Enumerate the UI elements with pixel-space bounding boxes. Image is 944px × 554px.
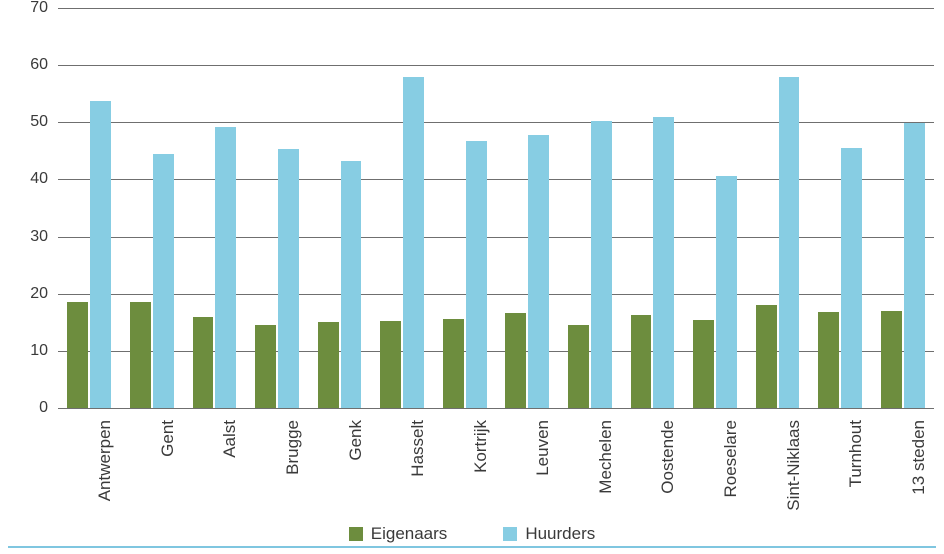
gridline	[58, 351, 934, 352]
y-tick-label: 10	[0, 342, 48, 360]
bar	[881, 311, 902, 408]
bar	[716, 176, 737, 408]
bar-chart: 0 10 20 30 40 50 60 70 Antwerpen Gent Aalst Brugge…	[0, 0, 944, 554]
gridline	[58, 8, 934, 9]
x-tick-label: Oostende	[658, 420, 678, 494]
bar	[215, 127, 236, 408]
bar	[904, 123, 925, 408]
x-tick-label: 13 steden	[909, 420, 929, 495]
bar	[505, 313, 526, 408]
x-tick-label: Gent	[158, 420, 178, 457]
bar	[528, 135, 549, 408]
bar	[568, 325, 589, 408]
x-tick-label: Mechelen	[596, 420, 616, 494]
x-tick-label: Antwerpen	[95, 420, 115, 501]
x-tick-label: Kortrijk	[471, 420, 491, 473]
legend: Eigenaars Huurders	[0, 524, 944, 546]
bar	[653, 117, 674, 408]
plot-area	[58, 8, 934, 408]
y-tick-label: 0	[0, 399, 48, 417]
bar	[631, 315, 652, 408]
bar	[693, 320, 714, 408]
bar	[90, 101, 111, 408]
x-tick-label: Genk	[346, 420, 366, 461]
x-tick-label: Leuven	[533, 420, 553, 476]
bar	[130, 302, 151, 408]
bar	[153, 154, 174, 408]
bar	[841, 148, 862, 408]
gridline	[58, 237, 934, 238]
x-tick-label: Aalst	[220, 420, 240, 458]
y-tick-label: 40	[0, 170, 48, 188]
legend-label: Huurders	[525, 524, 595, 544]
bar	[255, 325, 276, 408]
bar	[341, 161, 362, 408]
bar	[318, 322, 339, 408]
y-tick-label: 70	[0, 0, 48, 17]
footer-rule	[8, 546, 936, 548]
y-tick-label: 20	[0, 285, 48, 303]
x-tick-label: Hasselt	[408, 420, 428, 477]
bar	[756, 305, 777, 408]
legend-swatch	[349, 527, 363, 541]
legend-item: Huurders	[503, 524, 595, 544]
y-tick-label: 60	[0, 56, 48, 74]
bar	[278, 149, 299, 408]
gridline	[58, 294, 934, 295]
bar	[403, 77, 424, 408]
bar	[380, 321, 401, 408]
x-tick-label: Roeselare	[721, 420, 741, 498]
bar	[466, 141, 487, 408]
x-tick-label: Turnhout	[846, 420, 866, 487]
gridline	[58, 65, 934, 66]
bar	[818, 312, 839, 408]
y-tick-label: 30	[0, 228, 48, 246]
bar	[591, 121, 612, 408]
x-tick-label: Sint-Niklaas	[784, 420, 804, 511]
y-tick-label: 50	[0, 113, 48, 131]
bar	[779, 77, 800, 408]
x-tick-label: Brugge	[283, 420, 303, 475]
legend-swatch	[503, 527, 517, 541]
gridline	[58, 408, 934, 409]
legend-label: Eigenaars	[371, 524, 448, 544]
gridline	[58, 122, 934, 123]
bar	[193, 317, 214, 408]
bar	[443, 319, 464, 408]
gridline	[58, 179, 934, 180]
bar	[67, 302, 88, 408]
legend-item: Eigenaars	[349, 524, 448, 544]
